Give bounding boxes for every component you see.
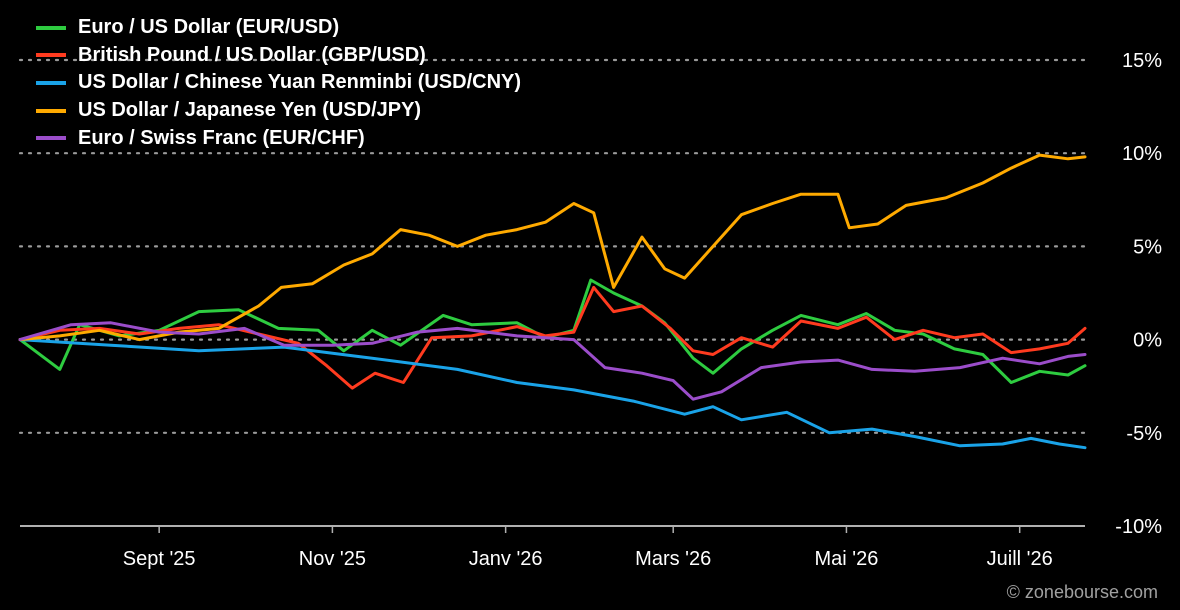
series-line-3 xyxy=(18,338,1087,450)
x-tick-labels: Sept '25 Nov '25 Janv '26 Mars '26 Mai '26 Ju… xyxy=(123,548,1053,570)
x-tick-label: Mai '26 xyxy=(815,548,879,570)
series-line-4 xyxy=(18,153,1087,342)
series-lines xyxy=(18,153,1087,450)
x-tick-label: Nov '25 xyxy=(299,548,366,570)
y-tick-label: -10% xyxy=(1115,516,1162,538)
x-tick-label: Juill '26 xyxy=(987,548,1053,570)
legend-swatch xyxy=(36,80,66,85)
series-line-5 xyxy=(18,321,1087,401)
legend-item: US Dollar / Japanese Yen (USD/JPY) xyxy=(36,97,521,125)
axes xyxy=(20,525,1085,533)
y-tick-label: 5% xyxy=(1133,236,1162,258)
y-tick-labels: 15% 10% 5% 0% -5% -10% xyxy=(1115,50,1162,538)
legend-item: US Dollar / Chinese Yuan Renminbi (USD/C… xyxy=(36,69,521,97)
y-tick-label: 0% xyxy=(1133,330,1162,352)
x-tick-label: Sept '25 xyxy=(123,548,196,570)
legend-label: British Pound / US Dollar (GBP/USD) xyxy=(78,43,426,66)
legend-label: Euro / US Dollar (EUR/USD) xyxy=(78,16,340,39)
legend-label: US Dollar / Chinese Yuan Renminbi (USD/C… xyxy=(78,71,522,94)
legend-item: Euro / US Dollar (EUR/USD) xyxy=(36,14,521,42)
legend-label: Euro / Swiss Franc (EUR/CHF) xyxy=(78,126,365,149)
y-tick-label: -5% xyxy=(1126,423,1162,445)
x-tick-label: Mars '26 xyxy=(635,548,711,570)
legend: Euro / US Dollar (EUR/USD) British Pound … xyxy=(36,14,521,152)
credit-text: © zonebourse.com xyxy=(1006,582,1158,602)
x-tick-label: Janv '26 xyxy=(469,548,543,570)
y-tick-label: 15% xyxy=(1122,50,1162,72)
legend-item: British Pound / US Dollar (GBP/USD) xyxy=(36,42,521,70)
legend-item: Euro / Swiss Franc (EUR/CHF) xyxy=(36,124,521,152)
legend-label: US Dollar / Japanese Yen (USD/JPY) xyxy=(78,99,422,122)
legend-swatch xyxy=(36,25,66,30)
legend-swatch xyxy=(36,53,66,58)
y-tick-label: 10% xyxy=(1122,143,1162,165)
series-line-1 xyxy=(18,278,1087,384)
legend-swatch xyxy=(36,108,66,113)
legend-swatch xyxy=(36,136,66,141)
